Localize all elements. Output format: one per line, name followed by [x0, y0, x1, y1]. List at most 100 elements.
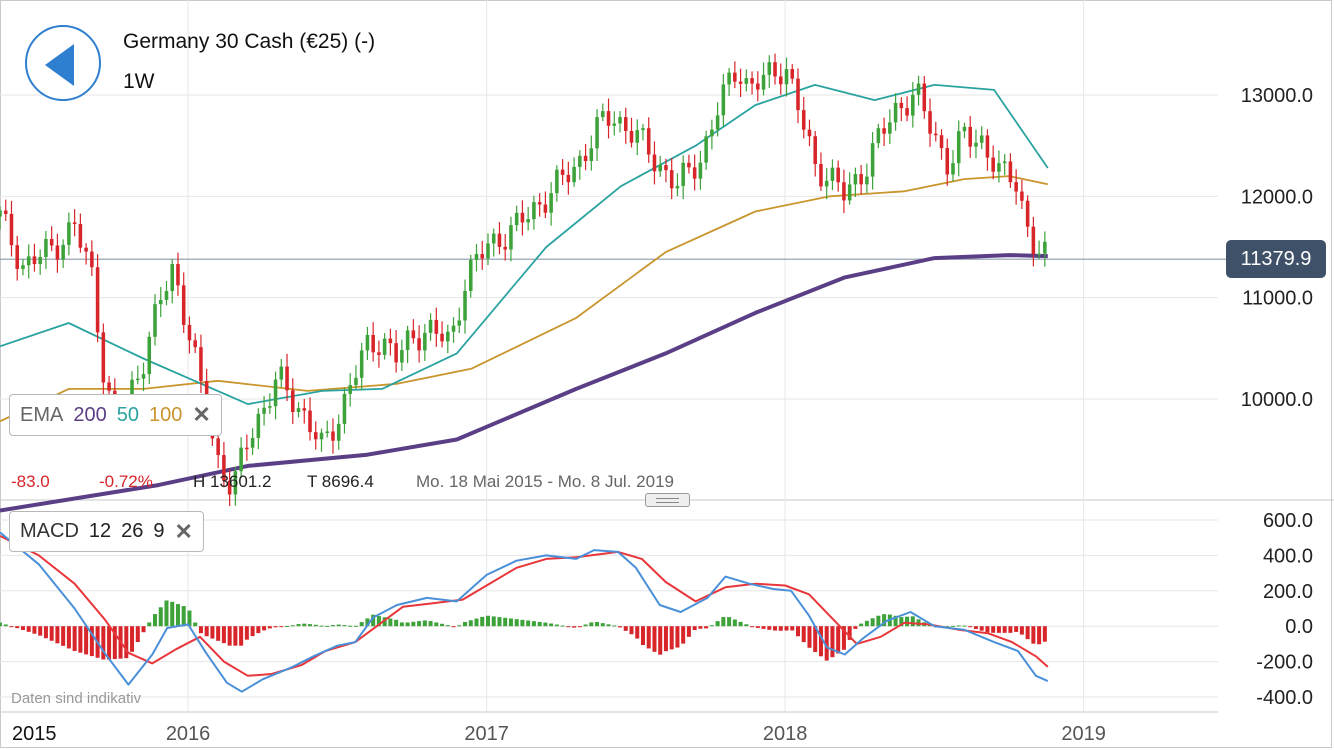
candle-body [15, 245, 20, 269]
candle-body [291, 390, 295, 413]
macd-histogram-bar [991, 626, 996, 633]
macd-histogram-bar [612, 625, 617, 627]
candle-body [1025, 200, 1030, 227]
candle-body [618, 117, 622, 124]
candle-body [78, 224, 83, 248]
macd-tick-label: -400.0 [1256, 687, 1313, 709]
macd-histogram-bar [1002, 626, 1007, 633]
candle-body [72, 222, 77, 225]
candle-body [629, 130, 634, 143]
ema-close-icon[interactable]: ✕ [192, 402, 211, 427]
candle-body [273, 379, 278, 407]
macd-histogram-bar [411, 621, 416, 627]
macd-histogram-bar [20, 626, 25, 630]
candle-body [882, 128, 886, 134]
candle-body [853, 174, 858, 185]
period-selector[interactable]: 1W [123, 70, 155, 93]
macd-histogram-bar [468, 620, 473, 627]
macd-histogram-bar [164, 600, 169, 627]
candle-body [1037, 253, 1041, 256]
macd-histogram-bar [244, 626, 249, 640]
candle-body [187, 324, 192, 341]
candle-body [32, 256, 37, 265]
candle-body [417, 338, 421, 351]
x-tick-label: 2018 [763, 723, 808, 745]
macd-histogram-bar [336, 624, 341, 627]
macd-histogram-bar [755, 626, 760, 628]
x-tick-label: 2016 [166, 723, 211, 745]
x-tick-label: 2017 [464, 723, 509, 745]
ema-label: EMA [20, 403, 64, 426]
macd-histogram-bar [600, 623, 605, 627]
macd-histogram-bar [1014, 626, 1019, 632]
macd-histogram-bar [135, 626, 140, 643]
macd-histogram-bar [767, 626, 772, 630]
candle-body [807, 129, 812, 137]
candle-body [997, 163, 1001, 172]
macd-histogram-bar [876, 615, 881, 627]
candle-body [888, 122, 892, 134]
back-button[interactable] [25, 25, 101, 101]
candle-body [423, 332, 427, 351]
candle-body [336, 423, 341, 441]
macd-histogram-bar [508, 618, 513, 627]
macd-histogram-bar [198, 626, 203, 634]
macd-histogram-bar [422, 620, 427, 627]
macd-histogram-bar [221, 626, 226, 644]
ema-legend[interactable]: EMA 200 50 100 ✕ [9, 394, 222, 436]
macd-histogram-bar [353, 625, 358, 627]
macd-histogram-bar [204, 626, 209, 637]
macd-legend[interactable]: MACD 12 26 9 ✕ [9, 511, 204, 552]
macd-histogram-bar [1031, 626, 1036, 644]
macd-histogram-bar [43, 626, 48, 639]
candle-body [566, 174, 571, 183]
macd-histogram-bar [973, 626, 978, 629]
candle-body [331, 431, 335, 441]
back-arrow-icon [45, 44, 74, 86]
macd-histogram-bar [382, 617, 387, 627]
candle-body [164, 291, 169, 300]
candle-body [239, 447, 243, 472]
macd-histogram-bar [130, 626, 135, 652]
pane-resize-handle[interactable] [645, 493, 690, 507]
candle-body [451, 325, 456, 332]
disclaimer-text: Daten sind indikativ [11, 690, 142, 707]
ema-period-100: 100 [148, 403, 183, 426]
candle-body [721, 84, 726, 116]
candle-body [601, 111, 605, 118]
macd-histogram-bar [640, 626, 645, 646]
macd-histogram-bar [905, 616, 910, 627]
date-range: Mo. 18 Mai 2015 - Mo. 8 Jul. 2019 [416, 472, 674, 491]
candle-body [411, 330, 416, 339]
candle-body [296, 408, 301, 413]
candle-body [664, 165, 668, 171]
macd-histogram-bar [572, 626, 577, 628]
candle-body [394, 343, 398, 363]
ema200-line [0, 253, 1048, 513]
ema-period-200: 200 [73, 403, 107, 426]
candle-body [400, 350, 404, 363]
macd-histogram-bar [1019, 626, 1024, 635]
candle-body [979, 135, 984, 143]
macd-histogram-bar [15, 626, 20, 629]
macd-histogram-bar [813, 626, 818, 653]
high-value: H 13601.2 [193, 472, 272, 491]
macd-histogram-bar [658, 626, 663, 655]
x-tick-label: 2015 [12, 723, 57, 745]
macd-histogram-bar [216, 626, 221, 641]
candle-body [170, 264, 175, 292]
macd-histogram-bar [721, 617, 726, 627]
macd-histogram-bar [399, 622, 404, 627]
macd-histogram-bar [698, 626, 703, 629]
macd-histogram-bar [784, 626, 789, 631]
macd-histogram-bar [308, 624, 313, 627]
macd-close-icon[interactable]: ✕ [174, 518, 193, 544]
macd-histogram-bar [870, 618, 875, 627]
macd-histogram-bar [371, 614, 376, 627]
candle-body [256, 413, 261, 438]
candle-body [222, 455, 226, 481]
macd-histogram-bar [3, 624, 8, 627]
macd-histogram-bar [342, 625, 347, 627]
macd-histogram-bar [497, 617, 502, 627]
